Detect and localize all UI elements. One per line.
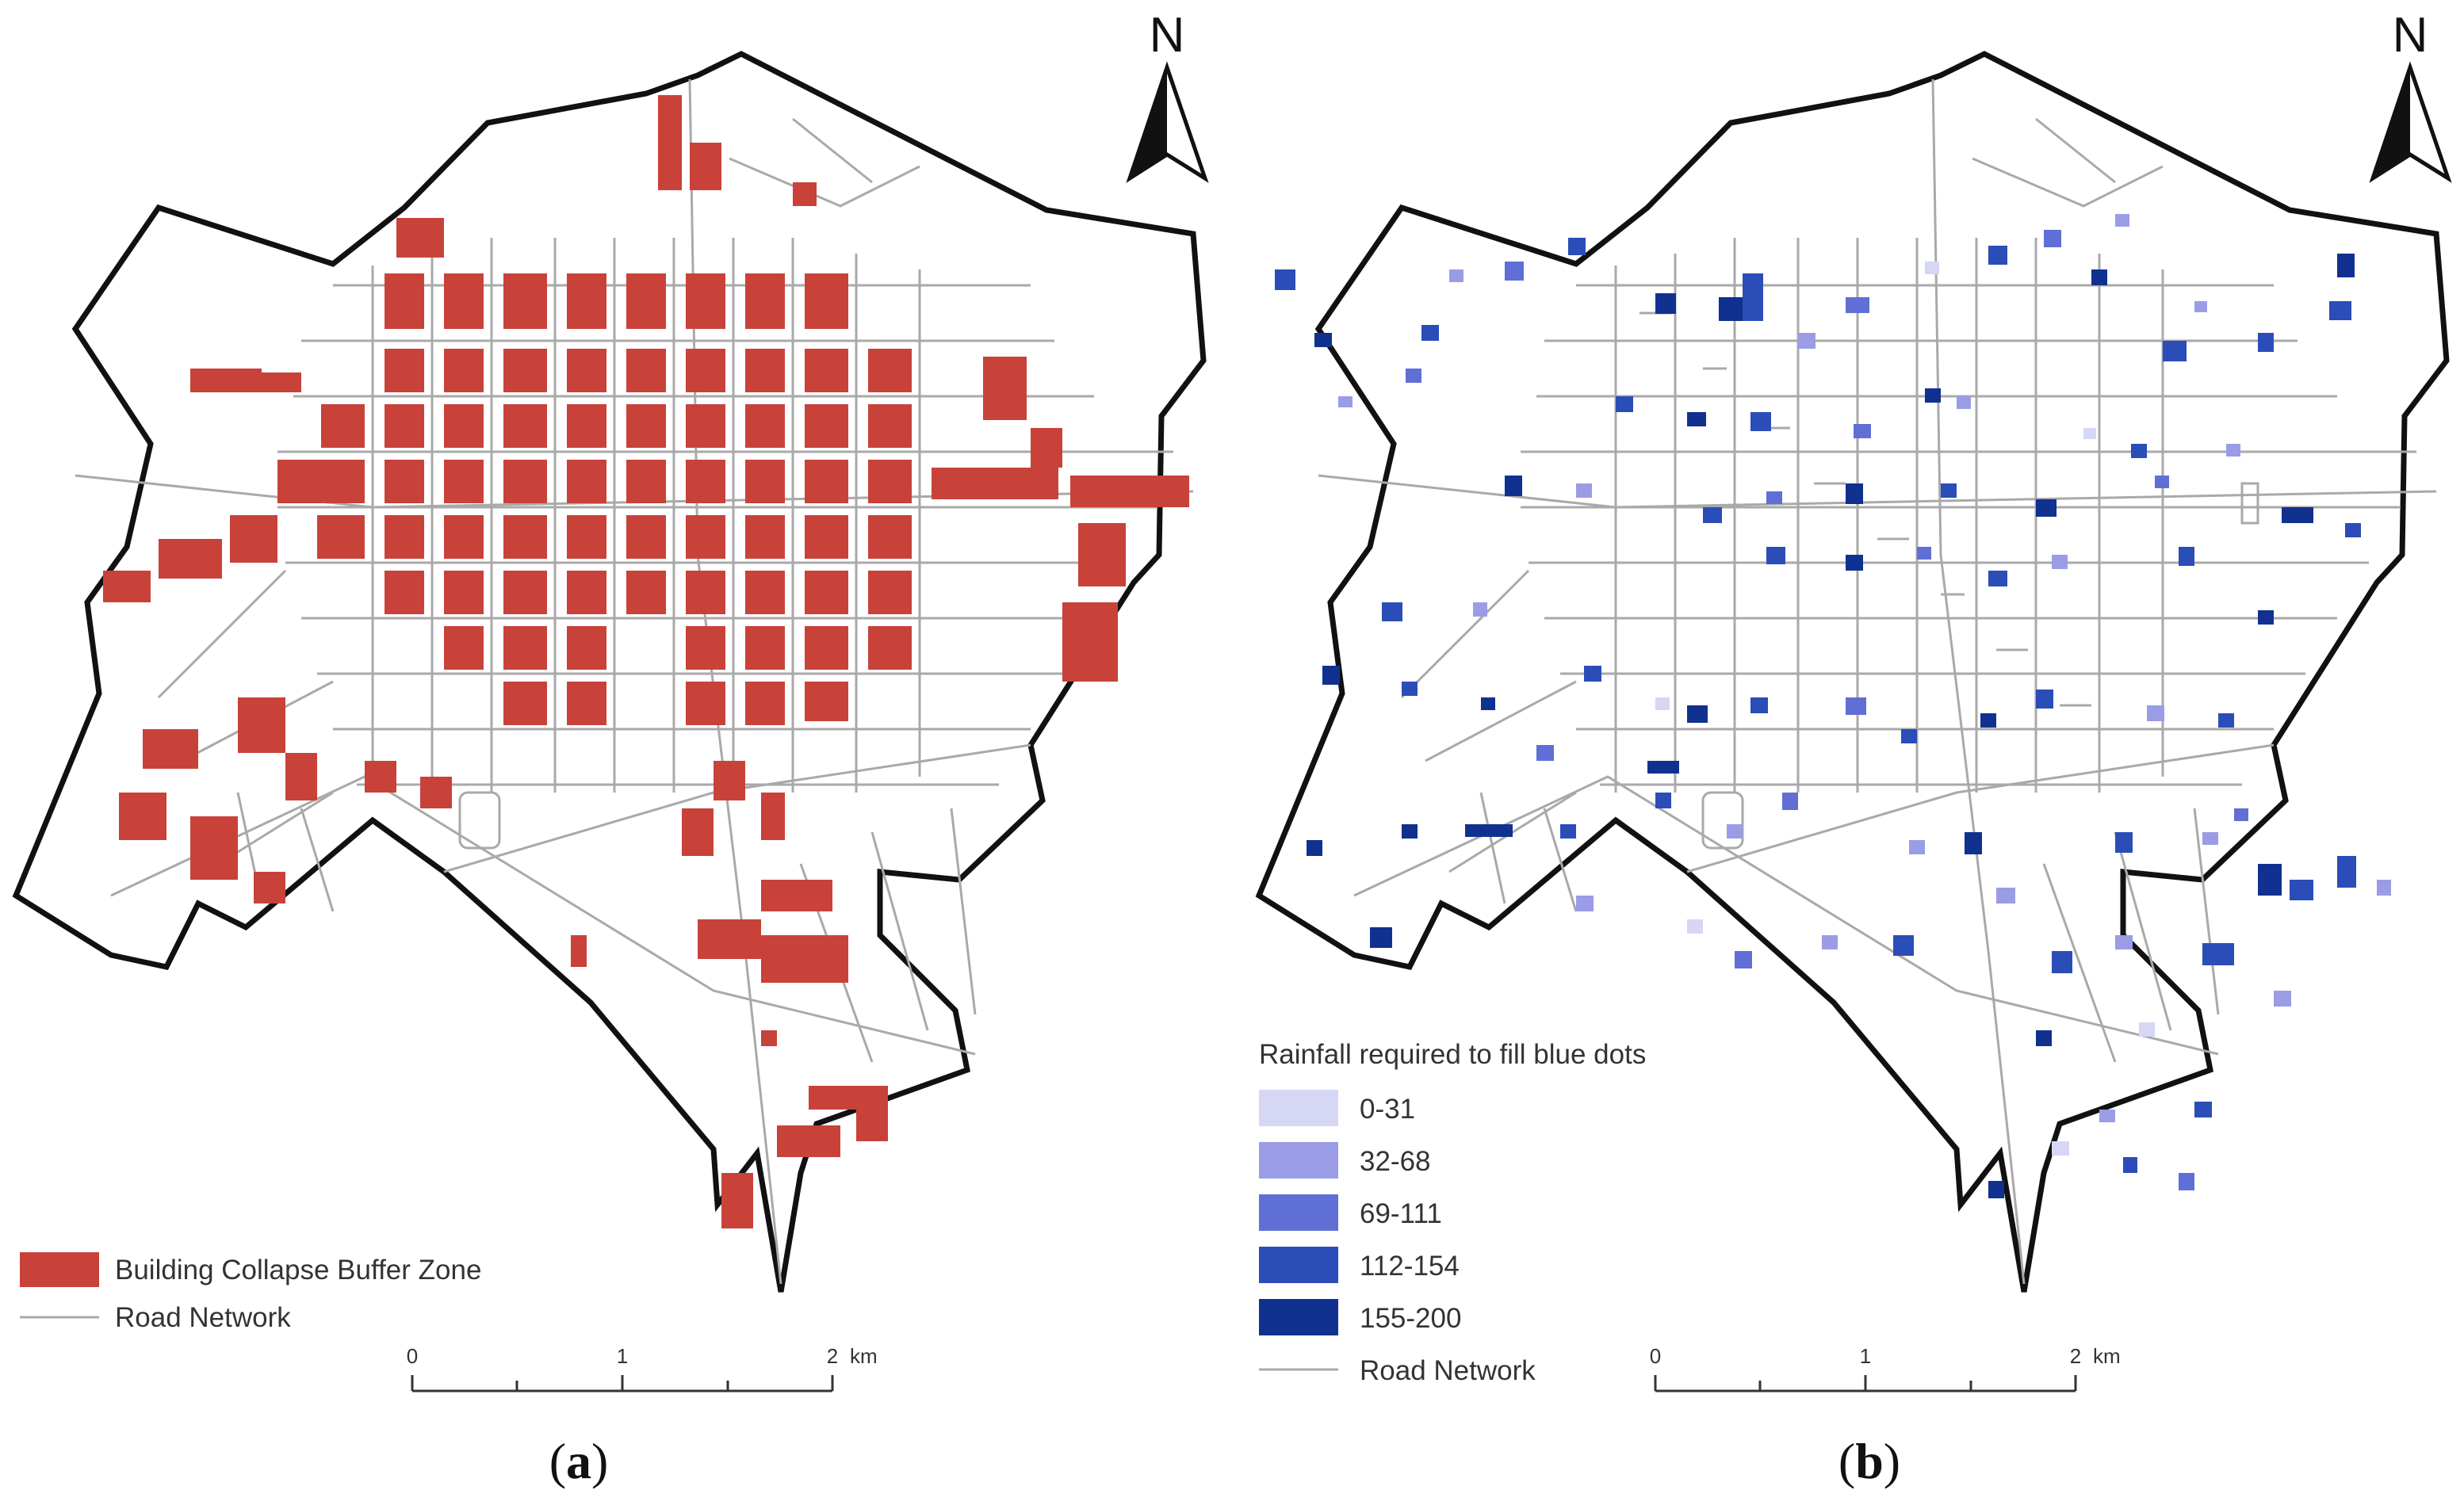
caption-a: (a): [549, 1433, 609, 1489]
scale-tick-label: 0: [1650, 1344, 1661, 1368]
legend-swatch-rainfall: [1259, 1142, 1338, 1179]
north-label-a: N: [1150, 8, 1185, 63]
legend-title-b: Rainfall required to fill blue dots: [1259, 1039, 1646, 1070]
legend-label: Road Network: [1360, 1355, 1536, 1386]
map-panel-b: N 0 1 2 km (b): [1259, 8, 2452, 1489]
legend-label: Building Collapse Buffer Zone: [115, 1255, 481, 1286]
legend-label: 32-68: [1360, 1146, 1431, 1177]
legend-swatch-rainfall: [1259, 1247, 1338, 1283]
legend-label: 69-111: [1360, 1198, 1442, 1229]
legend-label: 112-154: [1360, 1251, 1460, 1282]
scale-tick-label: 0: [407, 1344, 418, 1368]
legend-swatch-rainfall: [1259, 1194, 1338, 1231]
legend-label: 155-200: [1360, 1303, 1461, 1334]
legend-swatch-rainfall: [1259, 1299, 1338, 1335]
scale-unit-label: km: [850, 1344, 878, 1368]
caption-b: (b): [1838, 1433, 1900, 1489]
scale-bar-b: [1654, 1375, 2077, 1392]
legend-swatch-buffer-zone: [20, 1252, 99, 1287]
north-arrow-b: N: [2369, 8, 2452, 183]
legend-b: 0-31 32-68 69-111 112-154 155-200 Road Networ…: [1259, 1090, 1536, 1386]
blue-dots-b: [1275, 214, 2391, 1198]
collapse-buffer-zone-a: [103, 95, 1189, 1228]
scale-tick-label: 1: [1860, 1344, 1871, 1368]
scale-labels-a: 0 1 2 km: [407, 1344, 878, 1368]
legend-label: Road Network: [115, 1302, 291, 1333]
legend-label: 0-31: [1360, 1094, 1415, 1125]
scale-labels-b: 0 1 2 km: [1650, 1344, 2121, 1368]
scale-tick-label: 2: [2070, 1344, 2081, 1368]
road-network-a: [75, 78, 1194, 1285]
scale-tick-label: 1: [617, 1344, 628, 1368]
north-label-b: N: [2393, 8, 2428, 63]
north-arrow-a: N: [1126, 8, 1209, 183]
legend-swatch-rainfall: [1259, 1090, 1338, 1126]
scale-bar-a: [411, 1375, 834, 1392]
scale-tick-label: 2: [827, 1344, 838, 1368]
map-panel-a: N Building Collapse Buffer Zone Road Netw…: [16, 8, 1209, 1489]
legend-a: Building Collapse Buffer Zone Road Networ…: [20, 1252, 481, 1333]
scale-unit-label: km: [2093, 1344, 2121, 1368]
